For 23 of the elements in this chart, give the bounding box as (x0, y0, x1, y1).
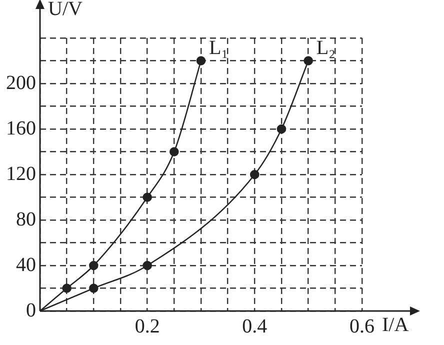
y-tick-label: 0 (26, 299, 36, 322)
point (304, 56, 313, 66)
point (250, 170, 260, 180)
series-label: L₂ (316, 37, 336, 59)
y-tick-label: 120 (6, 162, 36, 185)
point (142, 260, 152, 270)
point (62, 284, 72, 293)
y-axis-title: U/V (48, 0, 82, 21)
y-tick-label: 40 (16, 254, 36, 276)
point (89, 284, 98, 293)
y-tick-label: 200 (6, 72, 36, 94)
x-axis-title: I/A (382, 314, 409, 337)
point (276, 124, 286, 134)
x-tick-label: 0.6 (350, 315, 374, 338)
x-tick-label: 0.4 (242, 315, 268, 338)
series-label: L₁ (209, 37, 228, 59)
point (142, 192, 152, 202)
x-tick-label: 0.2 (134, 315, 160, 338)
y-tick-label: 160 (6, 117, 36, 140)
point (170, 147, 179, 156)
y-tick-label: 80 (16, 208, 36, 230)
point (89, 260, 98, 270)
point (196, 56, 206, 66)
